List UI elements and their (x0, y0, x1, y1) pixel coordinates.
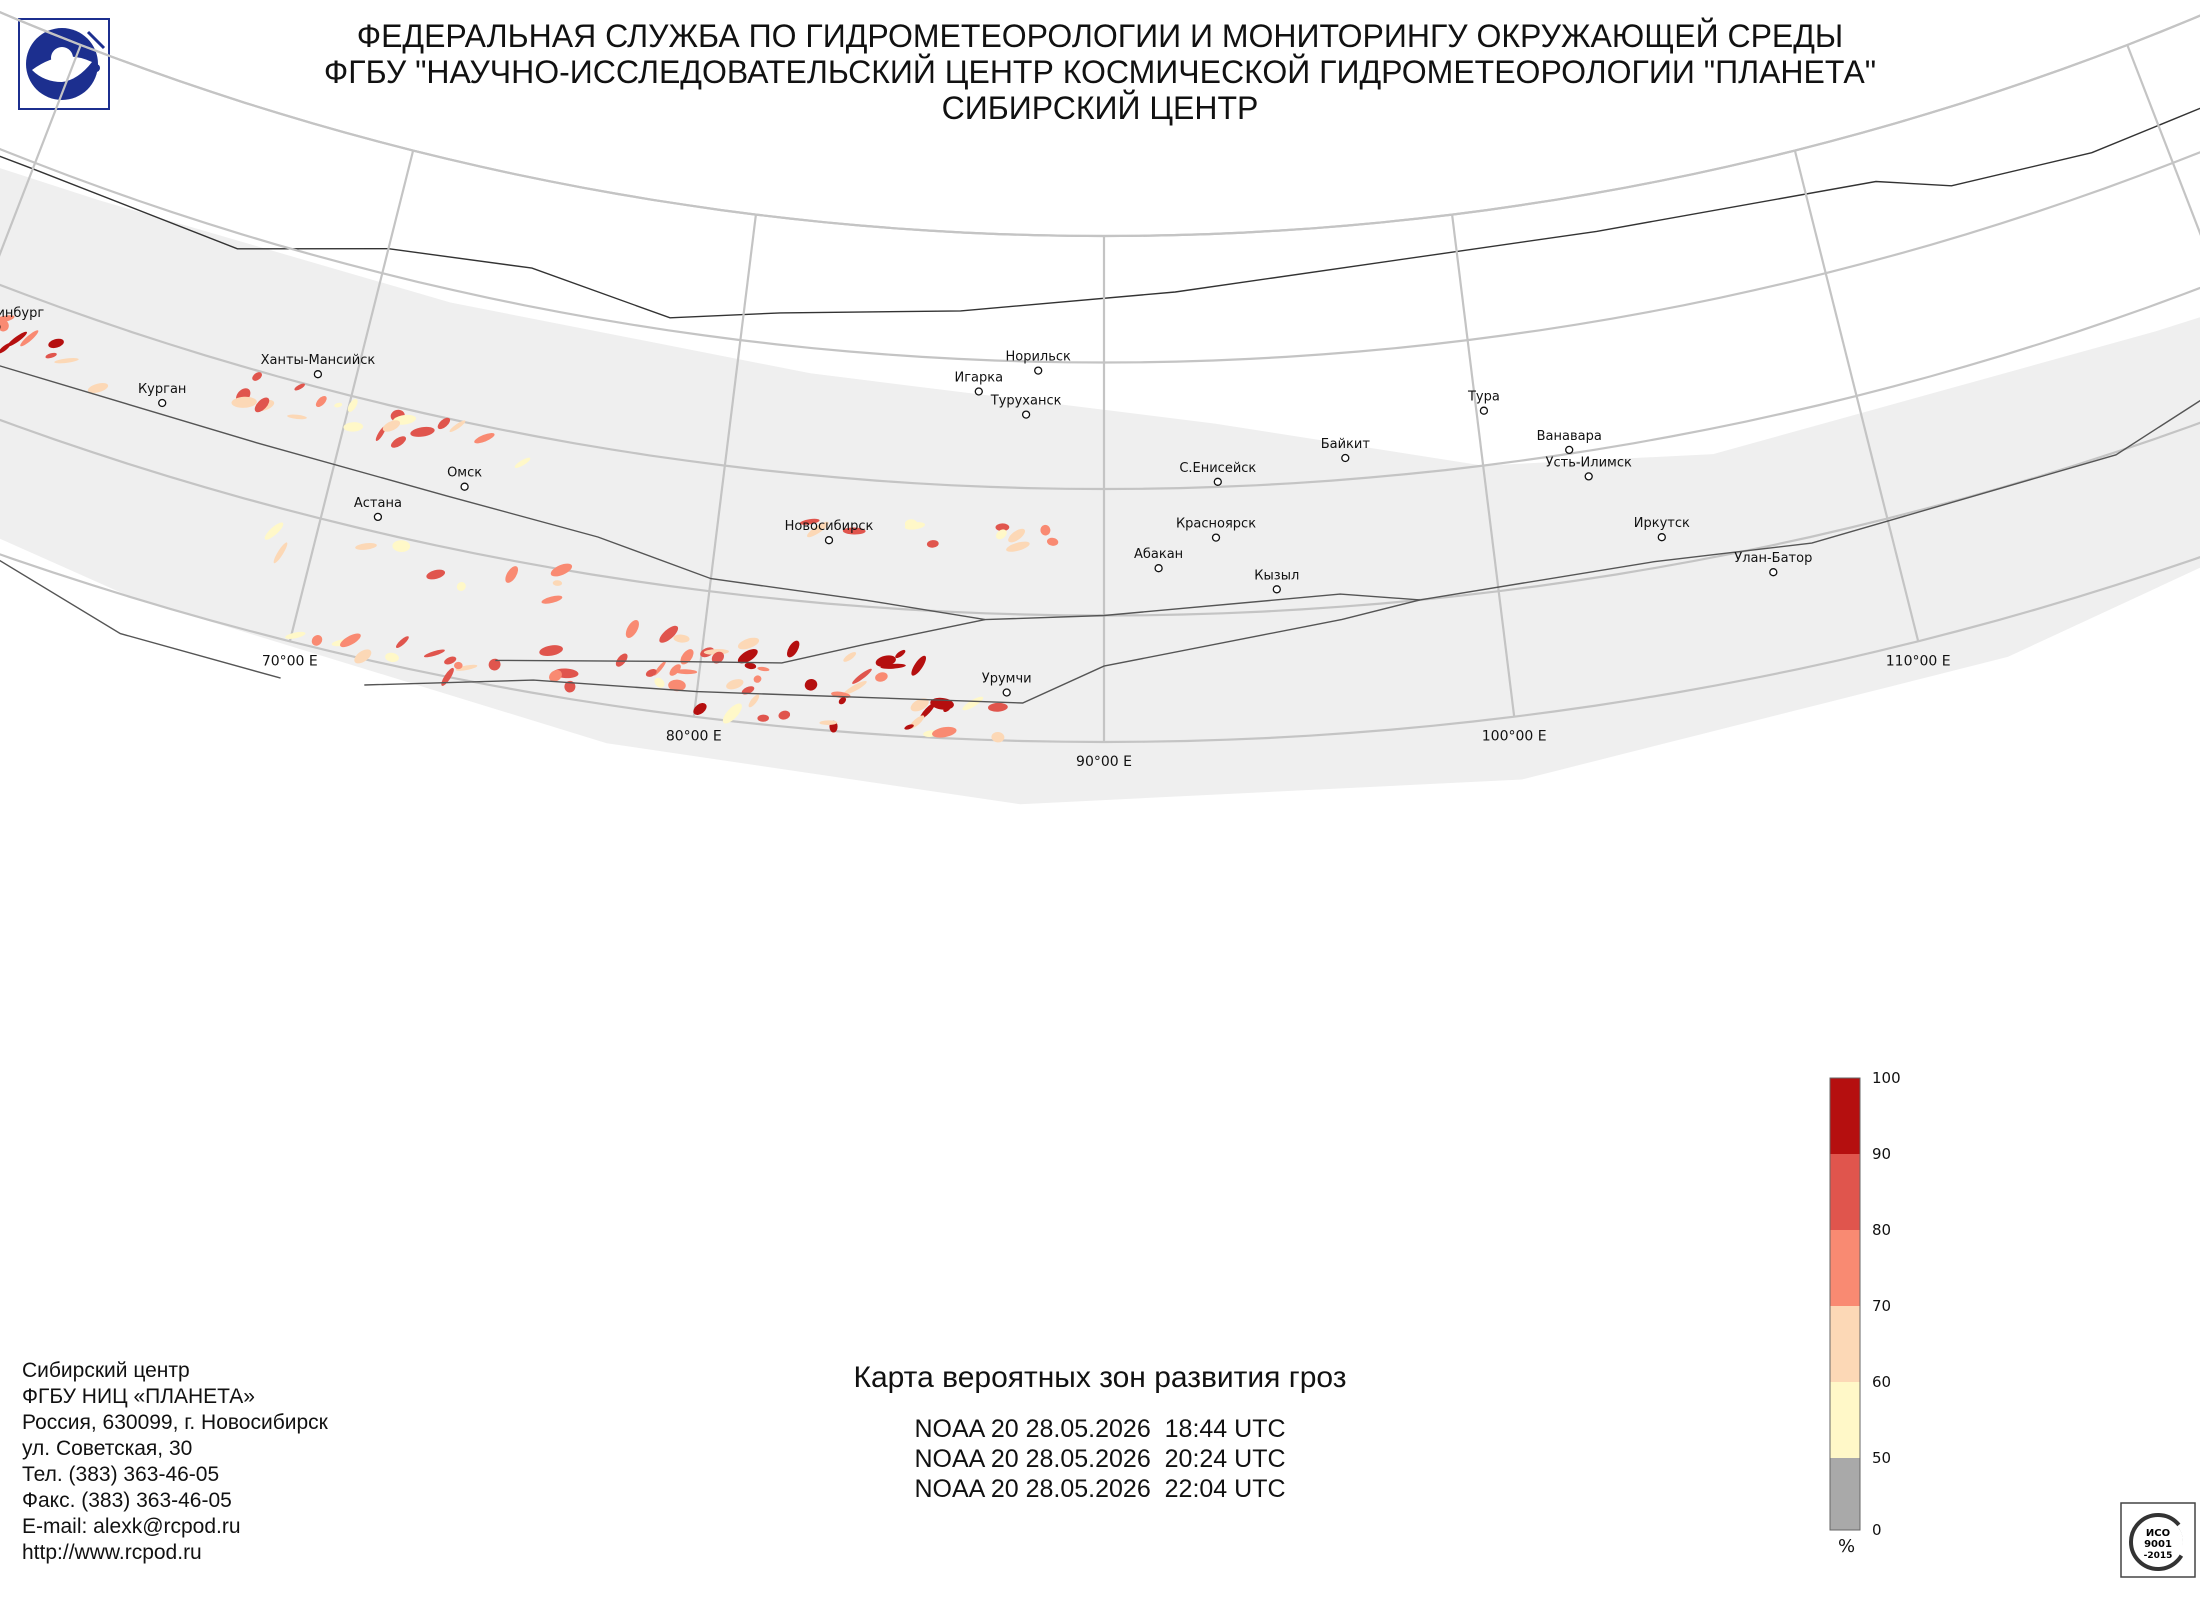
lon-label: 70°00 E (262, 653, 318, 669)
contact-info: Сибирский центр ФГБУ НИЦ «ПЛАНЕТА» Росси… (22, 1358, 328, 1566)
legend-bin-50-60 (1830, 1382, 1860, 1458)
city-marker: Кызыл (1254, 568, 1299, 594)
city-marker: Ханты-Мансийск (261, 353, 376, 379)
map-title: Карта вероятных зон развития гроз (853, 1361, 1347, 1394)
contact-line: Россия, 630099, г. Новосибирск (22, 1411, 328, 1434)
city-marker: Екатеринбург (0, 306, 44, 329)
city-marker: Новосибирск (785, 519, 874, 545)
contact-line: Сибирский центр (22, 1359, 190, 1382)
contact-line: ФГБУ НИЦ «ПЛАНЕТА» (22, 1385, 255, 1408)
contact-line: ул. Советская, 30 (22, 1437, 193, 1460)
city-label: Абакан (1134, 547, 1183, 562)
coastline (0, 107, 2200, 319)
city-marker: Улан-Батор (1734, 551, 1812, 577)
map-caption: Карта вероятных зон развития гроз NOAA 2… (700, 1358, 1500, 1504)
city-marker: Норильск (1005, 350, 1071, 375)
city-marker: Красноярск (1176, 517, 1256, 542)
city-marker: С.Енисейск (1179, 461, 1256, 486)
city-label: Новосибирск (785, 519, 874, 534)
header: ФЕДЕРАЛЬНАЯ СЛУЖБА ПО ГИДРОМЕТЕОРОЛОГИИ … (0, 18, 2200, 126)
city-label: Ханты-Мансийск (261, 353, 376, 368)
legend-bin-80-90 (1830, 1154, 1860, 1230)
city-marker: Усть-Илимск (1546, 455, 1632, 481)
city-marker: Курган (138, 382, 186, 408)
satellite-pass: NOAA 20 28.05.2026 18:44 UTC (914, 1415, 1286, 1443)
legend-tick-90: 90 (1872, 1145, 1891, 1163)
iso-badge-line-2: 9001 (2144, 1539, 2172, 1550)
header-line-1: ФЕДЕРАЛЬНАЯ СЛУЖБА ПО ГИДРОМЕТЕОРОЛОГИИ … (356, 18, 1844, 54)
city-marker: Иркутск (1634, 516, 1690, 542)
satellite-pass: NOAA 20 28.05.2026 20:24 UTC (914, 1445, 1286, 1473)
city-label: Красноярск (1176, 517, 1256, 532)
contact-email-link[interactable]: E-mail: alexk@rcpod.ru (22, 1515, 241, 1538)
city-marker: Урумчи (982, 672, 1032, 697)
city-label: Иркутск (1634, 516, 1690, 531)
city-label: Ванавара (1537, 429, 1602, 444)
legend-tick-70: 70 (1872, 1297, 1891, 1315)
graticule-labels: 80°00 N70°00 N60°00 N50°00 N40°00 N40°00… (262, 653, 1951, 770)
city-label: Курган (138, 382, 186, 397)
satellite-pass: NOAA 20 28.05.2026 22:04 UTC (914, 1475, 1286, 1503)
legend-bin-70-80 (1830, 1230, 1860, 1306)
satellite-coverage (0, 168, 2200, 805)
header-line-2: ФГБУ "НАУЧНО-ИССЛЕДОВАТЕЛЬСКИЙ ЦЕНТР КОС… (323, 54, 1877, 90)
city-marker: Абакан (1134, 547, 1183, 573)
city-label: Омск (447, 466, 482, 481)
city-label: Урумчи (982, 672, 1032, 687)
city-marker: Астана (354, 496, 402, 522)
legend-tick-0: 0 (1872, 1521, 1882, 1539)
city-label: Туруханск (990, 394, 1062, 409)
city-label: Улан-Батор (1734, 551, 1812, 566)
legend-tick-100: 100 (1872, 1069, 1901, 1087)
header-line-3: СИБИРСКИЙ ЦЕНТР (941, 90, 1259, 126)
legend-bin-0-50 (1830, 1458, 1860, 1530)
legend-tick-60: 60 (1872, 1373, 1891, 1391)
city-marker: Туруханск (990, 394, 1062, 419)
iso-certification-badge: ИСО 9001 -2015 (2120, 1502, 2196, 1578)
city-label: Екатеринбург (0, 306, 44, 321)
city-label: Байкит (1321, 437, 1371, 452)
iso-badge-line-1: ИСО (2146, 1528, 2170, 1539)
city-marker: Омск (447, 466, 482, 491)
legend-bin-90-100 (1830, 1078, 1860, 1154)
legend-colorbar: 100 90 80 70 60 50 0 % (1829, 1069, 1901, 1557)
contact-line: Факс. (383) 363-46-05 (22, 1489, 232, 1512)
iso-badge-line-3: -2015 (2144, 1551, 2173, 1561)
lon-label: 90°00 E (1076, 754, 1132, 770)
contact-line: Тел. (383) 363-46-05 (22, 1463, 220, 1486)
city-marker: Игарка (955, 371, 1004, 396)
lon-label: 110°00 E (1886, 653, 1951, 669)
city-label: Тура (1467, 390, 1500, 405)
city-label: Кызыл (1254, 568, 1299, 583)
lon-label: 100°00 E (1482, 729, 1547, 745)
city-marker: Ванавара (1537, 429, 1602, 455)
city-label: С.Енисейск (1179, 461, 1256, 476)
legend-tick-50: 50 (1872, 1449, 1891, 1467)
city-marker: Байкит (1321, 437, 1371, 463)
city-label: Усть-Илимск (1546, 455, 1632, 470)
city-marker: Тура (1467, 390, 1500, 415)
legend-tick-80: 80 (1872, 1221, 1891, 1239)
contact-website-link[interactable]: http://www.rcpod.ru (22, 1541, 202, 1564)
legend-unit: % (1838, 1536, 1855, 1557)
city-label: Астана (354, 496, 402, 511)
thunderstorm-zones (0, 315, 1059, 743)
cities: АрхангельскСыктывкарКазаньЕкатеринбургСт… (0, 306, 1812, 697)
legend-bin-60-70 (1830, 1306, 1860, 1382)
lon-label: 80°00 E (666, 729, 722, 745)
city-label: Норильск (1005, 350, 1071, 365)
city-label: Игарка (955, 371, 1004, 386)
borders (0, 365, 2200, 704)
